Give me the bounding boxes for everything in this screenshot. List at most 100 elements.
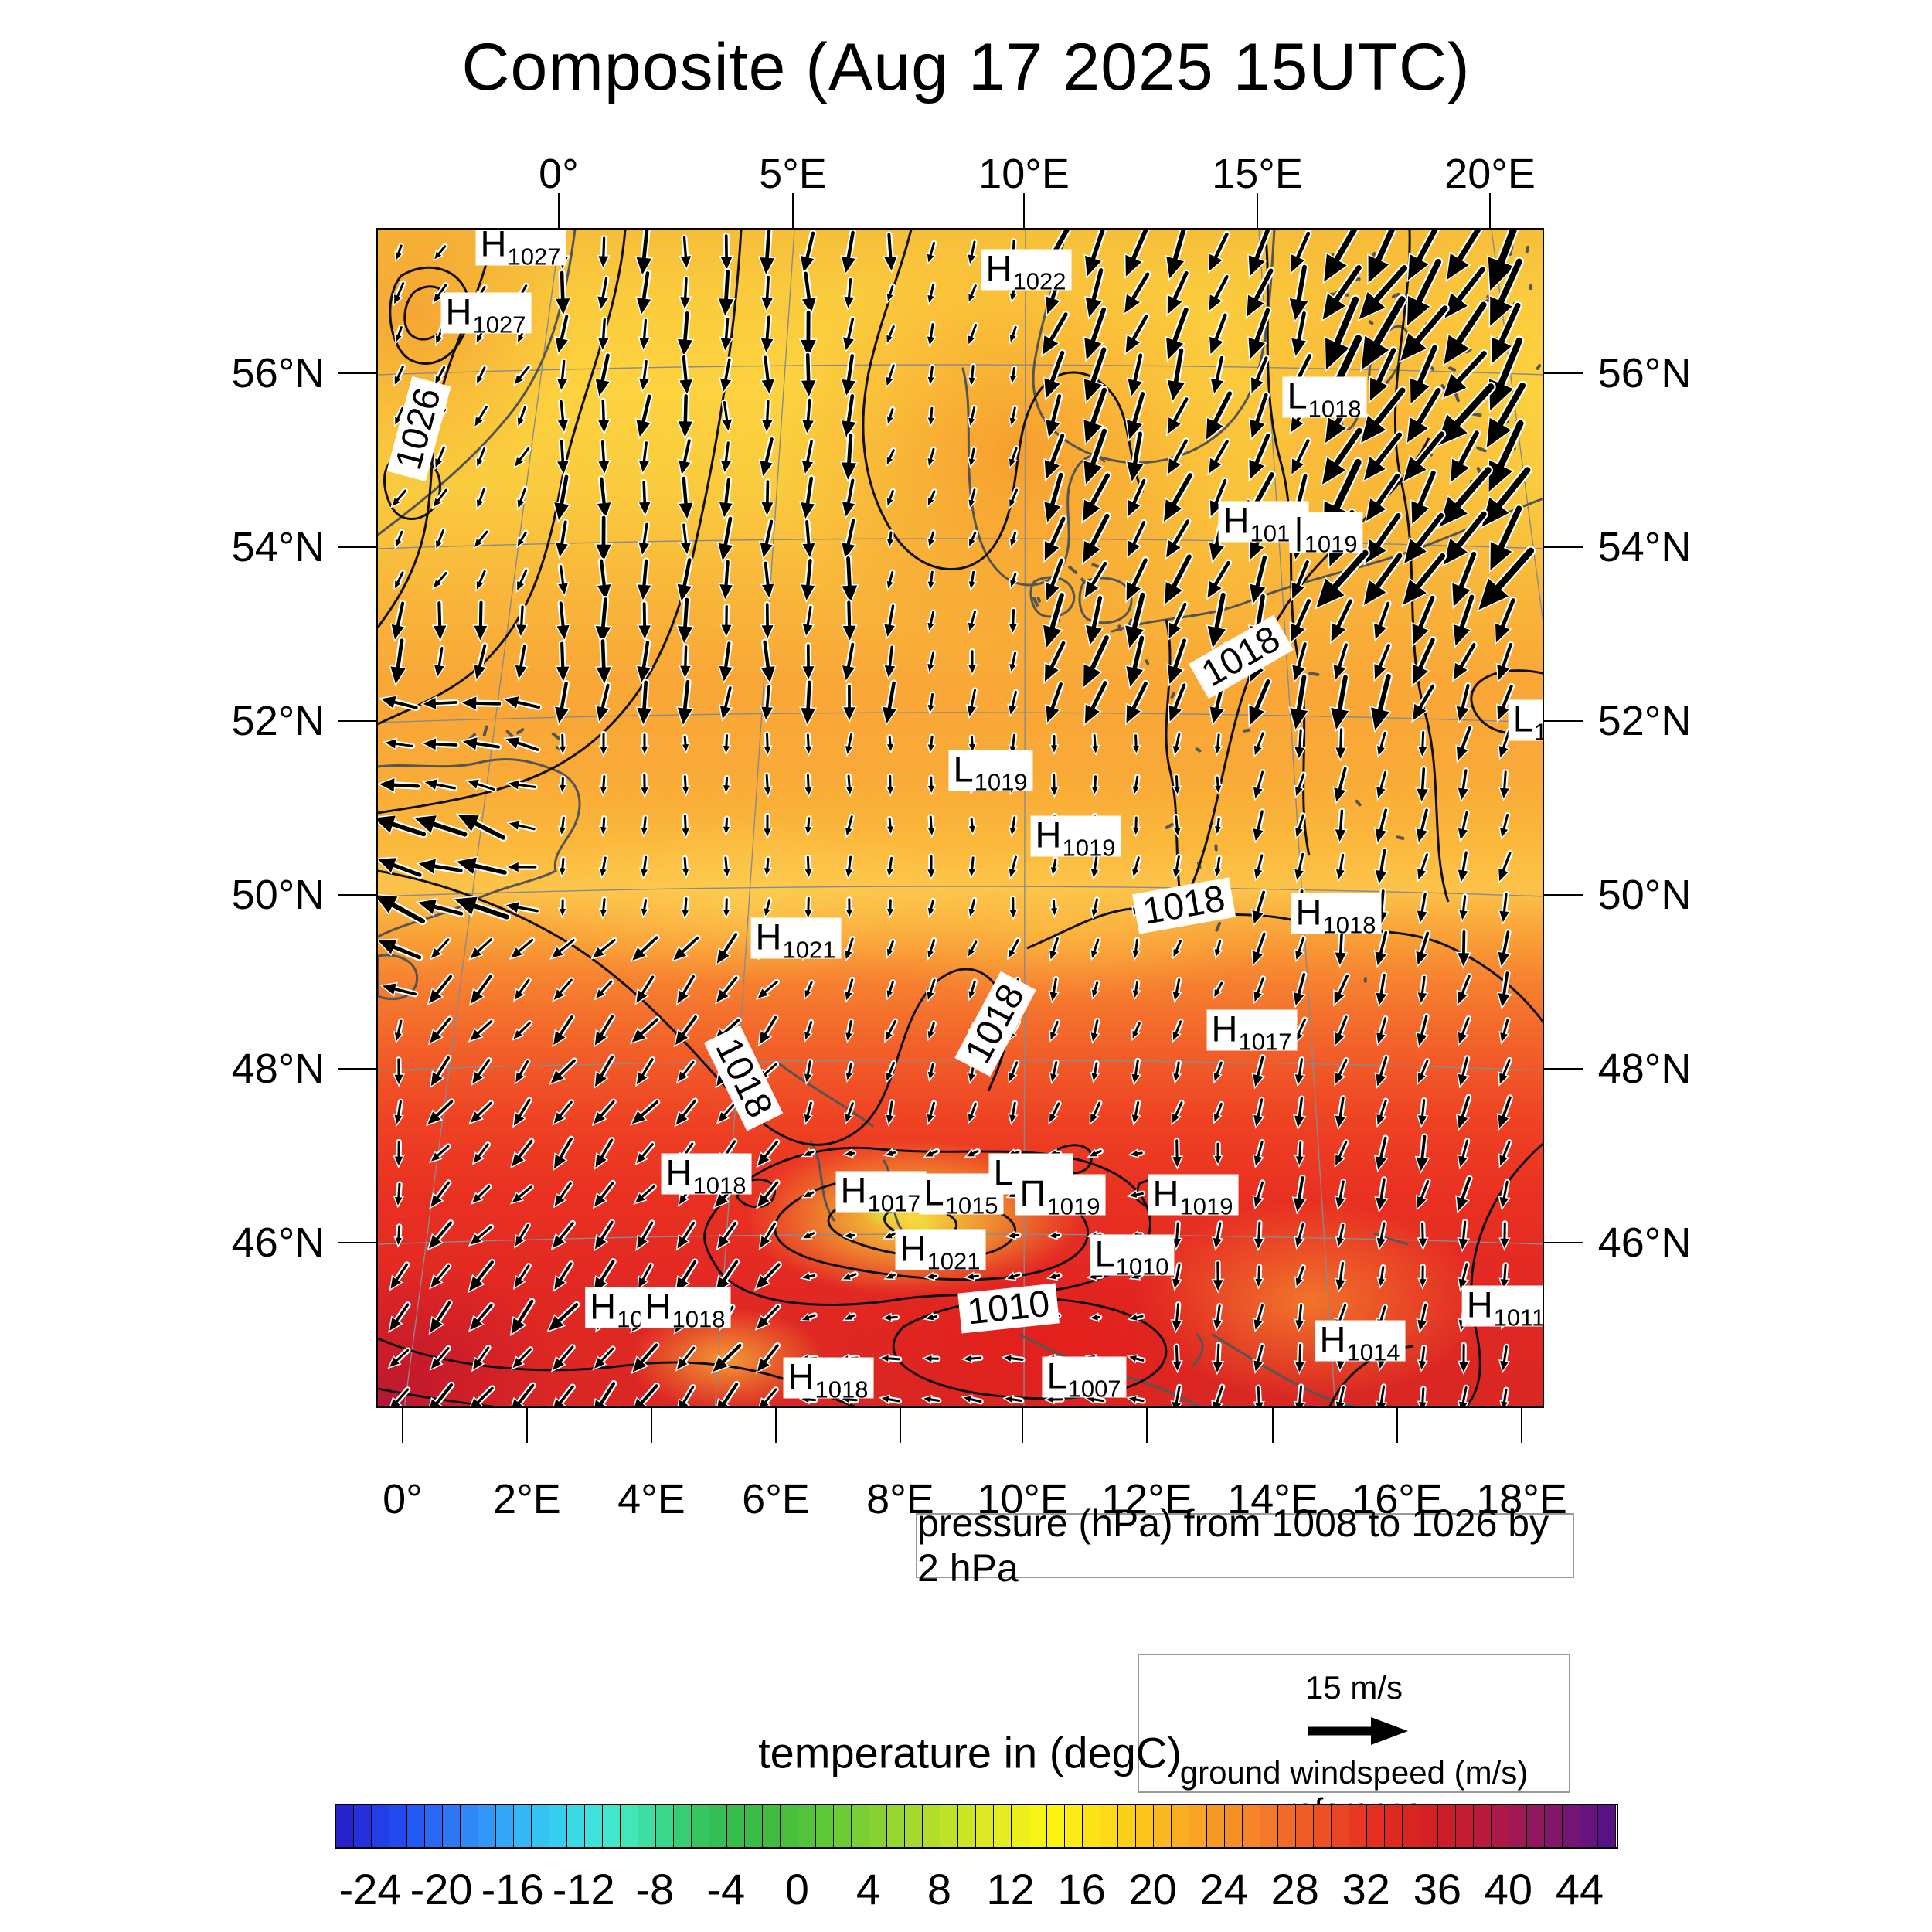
axis-tick [1544,1242,1583,1243]
figure-title: Composite (Aug 17 2025 15UTC) [461,30,1471,104]
colorbar-segment [958,1805,976,1847]
pressure-center-label: H1018 [640,1287,731,1332]
pressure-center-label: H1021 [750,917,842,962]
wind-reference-arrow-icon [1308,1717,1408,1745]
axis-tick [792,193,794,228]
axis-tick [651,1408,652,1443]
map-panel: H1027H10271026H1022L1018H1019|10191018L1… [376,228,1544,1408]
colorbar-segment [1083,1805,1100,1847]
colorbar-segment [1243,1805,1260,1847]
colorbar-segment [994,1805,1012,1847]
colorbar-tick-label: -24 [338,1865,402,1913]
colorbar-segment [1314,1805,1332,1847]
axis-tick [338,546,376,548]
pressure-center-label: Π1019 [1015,1174,1106,1219]
colorbar-segment [1474,1805,1492,1847]
colorbar-segment [1260,1805,1278,1847]
colorbar-segment [1154,1805,1172,1847]
colorbar-segment [1118,1805,1136,1847]
colorbar-tick-label: 20 [1128,1865,1177,1913]
axis-tick [1022,1408,1023,1443]
colorbar-segment [354,1805,372,1847]
axis-tick [1257,193,1258,228]
colorbar-segment [1012,1805,1029,1847]
pressure-center-label: H1021 [895,1229,986,1274]
colorbar-segment [1136,1805,1154,1847]
colorbar-segment [1172,1805,1189,1847]
colorbar-segment [372,1805,389,1847]
colorbar-segment [656,1805,674,1847]
lon-label-top: 15°E [1212,151,1303,197]
lon-label-top: 0° [539,151,579,197]
colorbar-segment [1029,1805,1047,1847]
lon-label-bottom: 2°E [493,1476,561,1522]
colorbar-segment [834,1805,852,1847]
colorbar-segment [976,1805,994,1847]
colorbar-segment [1207,1805,1225,1847]
colorbar-segment [389,1805,407,1847]
axis-tick [558,193,560,228]
colorbar-tick-label: -8 [635,1865,675,1913]
colorbar-segment [1225,1805,1243,1847]
colorbar-segment [1420,1805,1438,1847]
colorbar-segment [1563,1805,1580,1847]
colorbar-segment [1100,1805,1118,1847]
axis-tick [1146,1408,1148,1443]
colorbar-segment [1367,1805,1385,1847]
colorbar-segment [532,1805,549,1847]
colorbar-segment [692,1805,709,1847]
pressure-center-label: H1017 [1206,1009,1298,1054]
pressure-center-label: H1017 [835,1171,927,1216]
lat-label-left: 48°N [231,1046,325,1092]
lon-label-top: 5°E [759,151,827,197]
lat-label-left: 46°N [231,1219,325,1266]
axis-tick [338,1242,376,1243]
colorbar-tick-label: 36 [1413,1865,1462,1913]
pressure-center-label: H1018 [783,1357,874,1402]
colorbar-segment [1509,1805,1527,1847]
axis-tick [526,1408,528,1443]
pressure-center-label: H1011 [1461,1285,1543,1330]
colorbar-segment [1545,1805,1563,1847]
colorbar-segment [745,1805,763,1847]
colorbar-segment [1065,1805,1083,1847]
lon-label-bottom: 4°E [617,1476,685,1522]
axis-tick [1544,720,1583,722]
axis-tick [338,894,376,896]
pressure-center-label: H1018 [661,1153,752,1198]
axis-tick [1521,1408,1522,1443]
colorbar-segment [621,1805,638,1847]
lat-label-right: 56°N [1597,350,1692,396]
axis-tick [338,372,376,374]
colorbar-tick-label: 24 [1199,1865,1248,1913]
colorbar-segment [1278,1805,1296,1847]
pressure-center-label: L1018 [1282,376,1367,421]
axis-tick [1396,1408,1398,1443]
colorbar-segment [940,1805,958,1847]
axis-tick [338,1068,376,1070]
colorbar-tick-label: 40 [1484,1865,1533,1913]
colorbar-tick-label: 8 [927,1865,952,1913]
pressure-center-label: L10 [1508,699,1543,744]
pressure-center-label: H1027 [440,292,532,337]
colorbar-segment [709,1805,727,1847]
colorbar-segment [1598,1805,1616,1847]
colorbar-segment [905,1805,923,1847]
lat-label-left: 56°N [231,350,325,396]
colorbar-tick-label: 44 [1555,1865,1604,1913]
lat-label-right: 50°N [1597,872,1692,918]
colorbar-segment [1047,1805,1065,1847]
colorbar-segment [603,1805,621,1847]
axis-tick [775,1408,777,1443]
colorbar-segment [443,1805,461,1847]
lon-label-bottom: 6°E [742,1476,810,1522]
colorbar-segment [923,1805,940,1847]
colorbar-segment [496,1805,514,1847]
pressure-center-label: L1019 [948,750,1033,794]
colorbar-segment [638,1805,656,1847]
axis-tick [900,1408,901,1443]
colorbar-segment [816,1805,834,1847]
colorbar-tick-label: -20 [410,1865,473,1913]
colorbar-segment [407,1805,425,1847]
